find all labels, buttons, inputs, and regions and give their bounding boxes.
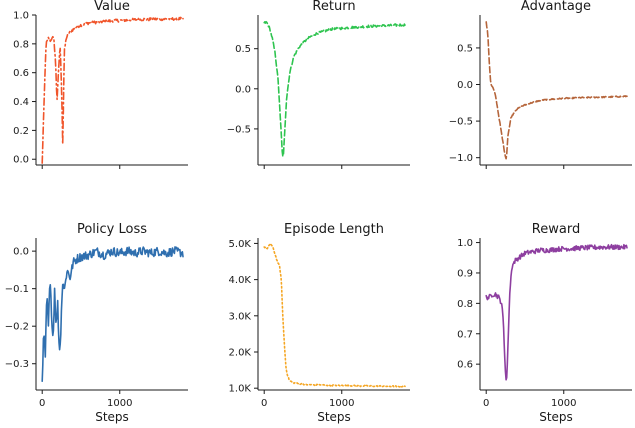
y-tick-label: 0.6 [457, 360, 473, 371]
series-line [485, 21, 628, 160]
y-tick-label: 0.5 [457, 43, 473, 54]
y-tick-label: 0.8 [13, 39, 29, 50]
subplot-episode-length: Episode Length 1.0K 2.0K 3.0K 4.0K 5.0K 0 1000S… [229, 222, 410, 424]
series-line [41, 16, 184, 164]
x-tick-label: 0 [483, 398, 489, 409]
y-tick-label: 4.0K [229, 275, 252, 286]
y-tick-label: 1.0 [457, 238, 473, 249]
series-line [263, 242, 406, 388]
y-tick-label: 1.0K [229, 384, 252, 395]
y-tick-label: 0.7 [457, 329, 473, 340]
y-tick-label: −0.5 [449, 117, 473, 128]
y-tick-label: 0.0 [13, 155, 29, 166]
x-tick-label: 0 [261, 398, 267, 409]
y-tick-label: 0.0 [13, 247, 29, 258]
y-tick-label: −0.3 [5, 359, 29, 370]
y-tick-label: 3.0K [229, 311, 252, 322]
subplot-title: Advantage [521, 0, 591, 14]
x-axis-label: Steps [317, 410, 351, 424]
y-tick-label: −0.5 [227, 124, 251, 135]
x-tick-label: 1000 [551, 398, 576, 409]
subplot-title: Policy Loss [77, 222, 147, 237]
y-tick-label: 0.5 [235, 44, 251, 55]
y-tick-label: 0.2 [13, 126, 29, 137]
series-line [263, 20, 406, 157]
y-tick-label: 0.6 [13, 68, 29, 79]
subplot-title: Value [94, 0, 130, 14]
x-tick-label: 1000 [107, 398, 132, 409]
y-tick-label: 5.0K [229, 239, 252, 250]
y-tick-label: 1.0 [13, 11, 29, 22]
y-tick-label: −0.2 [5, 322, 29, 333]
y-tick-label: 0.0 [235, 84, 251, 95]
y-tick-label: 0.4 [13, 97, 29, 108]
x-axis-label: Steps [95, 410, 129, 424]
y-tick-label: 0.0 [457, 80, 473, 91]
y-tick-label: −0.1 [5, 284, 29, 295]
y-tick-label: 0.9 [457, 268, 473, 279]
series-line [485, 243, 628, 381]
subplot-title: Return [312, 0, 355, 14]
subplot-return: Return 0.5 0.0 −0.5 [227, 0, 410, 169]
x-axis-label: Steps [539, 410, 573, 424]
subplot-value: Value 0.0 0.2 0.4 0.6 0.8 1.0 [13, 0, 188, 169]
subplot-title: Reward [532, 222, 580, 237]
subplot-advantage: Advantage 0.5 0.0 −0.5 −1.0 [449, 0, 632, 169]
subplot-title: Episode Length [284, 222, 384, 237]
y-tick-label: −1.0 [449, 153, 473, 164]
y-tick-label: 0.8 [457, 299, 473, 310]
series-line [41, 246, 184, 382]
x-tick-label: 1000 [329, 398, 354, 409]
x-tick-label: 0 [39, 398, 45, 409]
y-tick-label: 2.0K [229, 348, 252, 359]
